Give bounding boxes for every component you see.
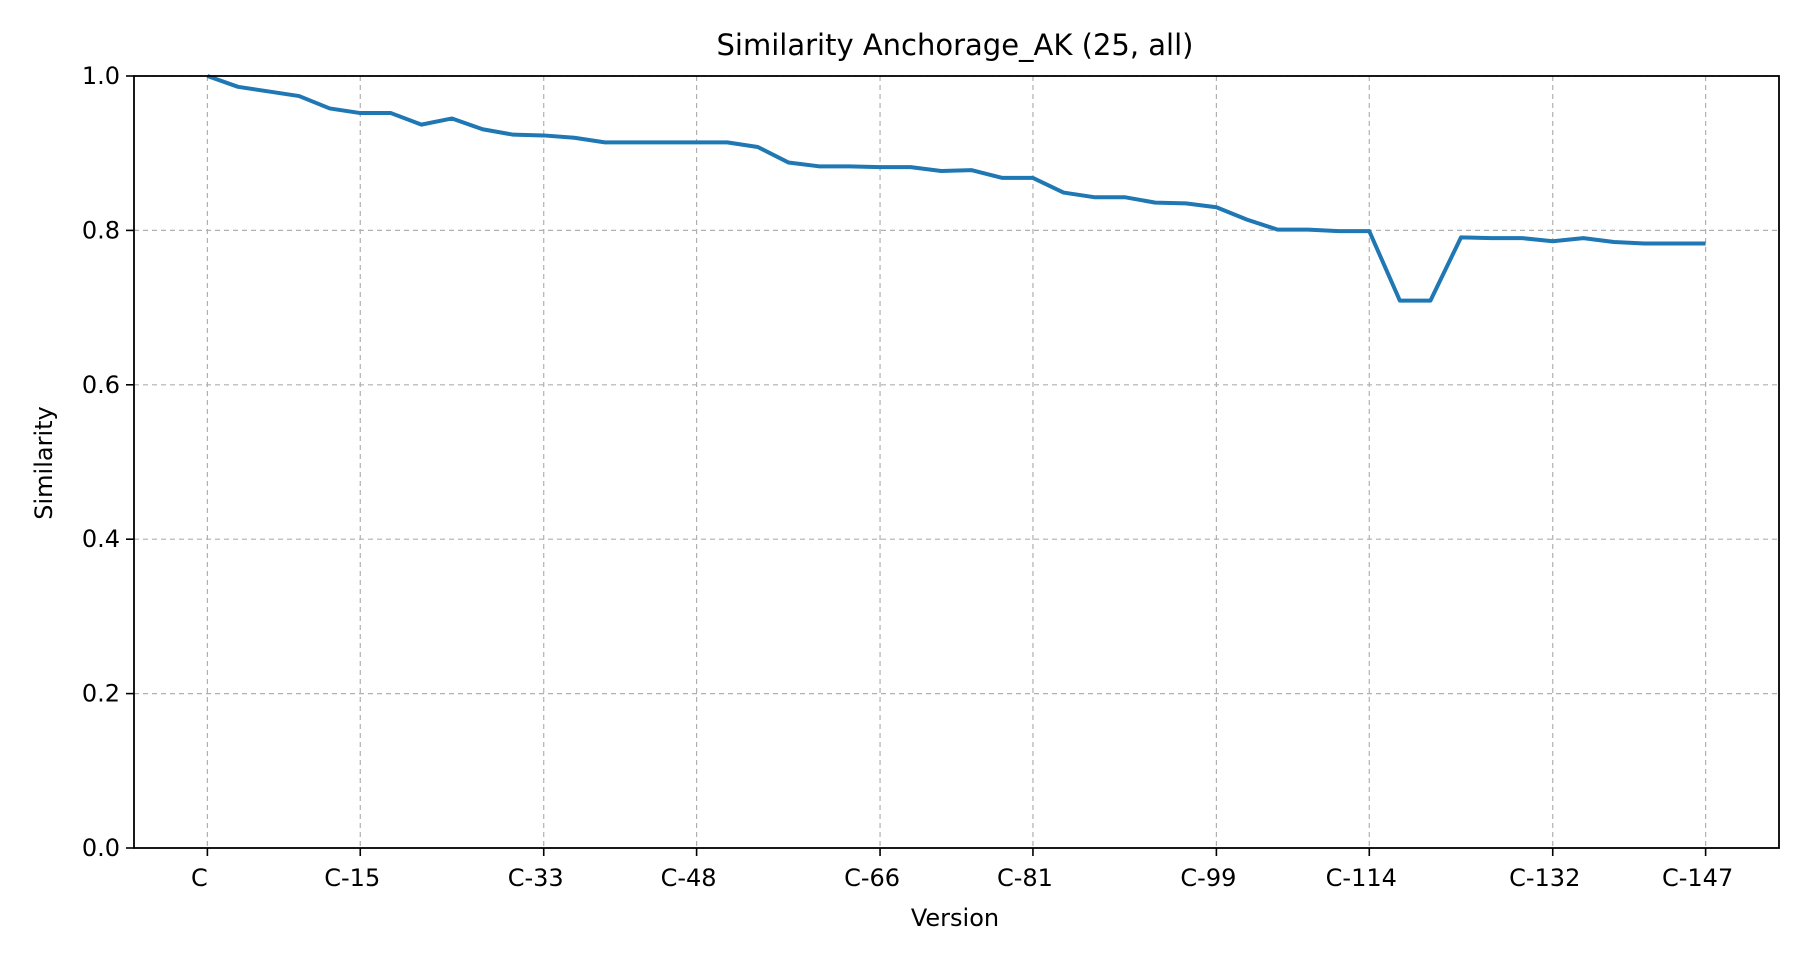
y-tick-label: 0.4 — [82, 525, 120, 553]
x-tick-label: C-99 — [1180, 864, 1236, 892]
series-layer — [206, 74, 1706, 303]
y-axis-ticks: 0.0 0.2 0.4 0.6 0.8 1.0 — [82, 62, 134, 862]
x-tick-label: C-81 — [997, 864, 1053, 892]
x-tick-label: C-114 — [1326, 864, 1397, 892]
y-tick-label: 0.8 — [82, 216, 120, 244]
series-line-0 — [206, 74, 1706, 303]
y-tick-label: 0.0 — [82, 834, 120, 862]
x-tick-label: C-147 — [1662, 864, 1733, 892]
x-tick-label: C — [191, 864, 208, 892]
chart-title: Similarity Anchorage_AK (25, all) — [717, 28, 1194, 62]
y-tick-label: 0.2 — [82, 680, 120, 708]
x-tick-label: C-33 — [508, 864, 564, 892]
x-tick-label: C-15 — [324, 864, 380, 892]
x-tick-label: C-132 — [1509, 864, 1580, 892]
y-tick-label: 0.6 — [82, 371, 120, 399]
x-axis-label: Version — [911, 904, 999, 932]
x-axis-ticks: C C-15 C-33 C-48 C-66 C-81 C-99 C-114 C-132 C-147 — [191, 848, 1733, 892]
y-axis-label: Similarity — [30, 406, 58, 519]
x-tick-label: C-66 — [844, 864, 900, 892]
plot-area-frame — [133, 75, 1780, 849]
x-tick-label: C-48 — [661, 864, 717, 892]
y-tick-label: 1.0 — [82, 62, 120, 90]
